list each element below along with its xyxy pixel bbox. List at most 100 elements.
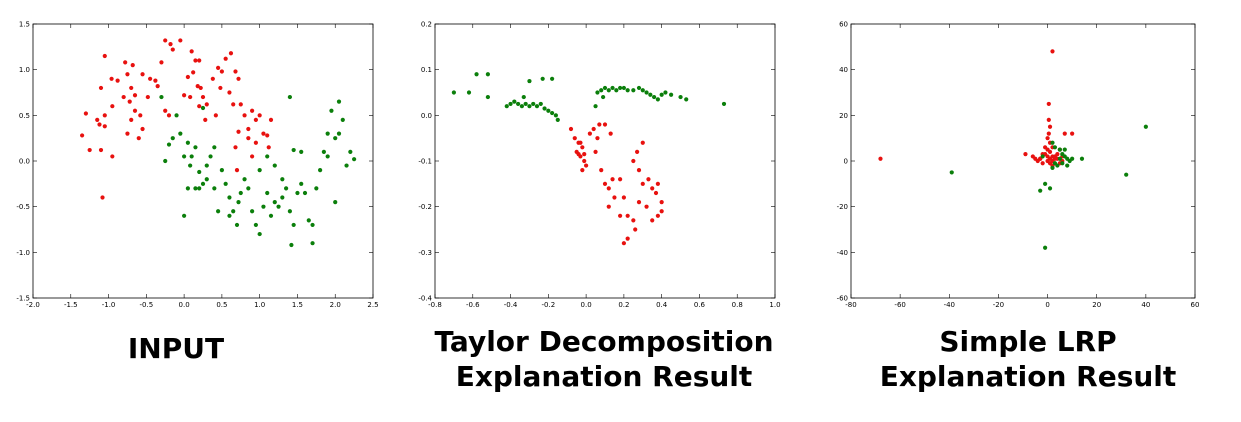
scatter-point — [289, 242, 294, 248]
scatter-point — [236, 200, 241, 205]
scatter-point — [625, 213, 630, 218]
scatter-point — [280, 177, 285, 182]
scatter-point — [310, 241, 315, 246]
scatter-point — [1057, 147, 1062, 152]
scatter-point — [242, 113, 247, 118]
scatter-point — [659, 200, 664, 205]
scatter-point — [200, 181, 206, 186]
scatter-point — [174, 113, 179, 118]
y-tick-label: 0.0 — [19, 158, 30, 166]
scatter-point — [538, 101, 543, 107]
scatter-point — [1047, 186, 1053, 191]
scatter-point — [625, 236, 630, 241]
lrp-caption-line-1: Simple LRP — [939, 325, 1117, 358]
scatter-point — [1043, 181, 1048, 186]
scatter-point — [519, 104, 524, 109]
scatter-point — [550, 76, 555, 81]
scatter-point — [1046, 117, 1051, 122]
x-tick-label: 0.0 — [179, 301, 190, 309]
scatter-point — [268, 117, 274, 122]
scatter-point — [266, 145, 271, 150]
scatter-point — [636, 168, 642, 173]
x-tick-label: -0.2 — [541, 301, 555, 309]
scatter-point — [314, 186, 319, 191]
scatter-point — [618, 85, 623, 91]
scatter-point — [198, 85, 203, 91]
scatter-point — [238, 190, 243, 196]
scatter-point — [204, 102, 209, 107]
x-tick-label: 0.8 — [732, 301, 743, 309]
scatter-point — [98, 85, 104, 91]
scatter-point — [115, 78, 120, 83]
x-tick-label: -1.0 — [102, 301, 116, 309]
scatter-point — [504, 104, 509, 109]
scatter-point — [287, 209, 292, 214]
scatter-point — [321, 149, 326, 154]
scatter-point — [87, 147, 92, 153]
scatter-point — [625, 88, 630, 93]
scatter-point — [606, 88, 611, 93]
scatter-point — [110, 154, 115, 159]
scatter-point — [1052, 161, 1058, 166]
scatter-point — [246, 126, 251, 132]
scatter-point — [568, 126, 574, 132]
scatter-point — [540, 76, 545, 81]
scatter-point — [659, 209, 664, 214]
x-tick-label: 0.4 — [656, 301, 668, 309]
scatter-point — [234, 168, 240, 173]
scatter-point — [125, 131, 130, 136]
scatter-point — [527, 104, 532, 109]
x-tick-label: -2.0 — [26, 301, 40, 309]
scatter-point — [325, 154, 330, 159]
scatter-point — [606, 204, 611, 209]
scatter-point — [250, 209, 255, 214]
y-tick-label: -60 — [837, 295, 848, 303]
scatter-point — [531, 101, 536, 107]
x-tick-label: -0.5 — [139, 301, 153, 309]
scatter-point — [1050, 140, 1055, 145]
scatter-point — [253, 140, 258, 145]
scatter-point — [185, 186, 190, 191]
scatter-point — [132, 93, 138, 98]
scatter-point — [1052, 145, 1058, 150]
scatter-point — [527, 78, 532, 84]
scatter-point — [1062, 147, 1067, 152]
scatter-point — [584, 163, 589, 168]
scatter-point — [253, 222, 258, 228]
scatter-point — [1060, 161, 1065, 166]
x-tick-label: 2.0 — [330, 301, 341, 309]
scatter-point — [635, 149, 640, 154]
scatter-point — [236, 76, 241, 81]
scatter-point — [578, 140, 583, 145]
scatter-point — [602, 181, 608, 186]
scatter-point — [631, 218, 636, 223]
scatter-point — [1047, 124, 1053, 129]
scatter-point — [191, 70, 196, 75]
scatter-point — [265, 154, 270, 159]
scatter-point — [1046, 101, 1051, 107]
scatter-point — [178, 131, 183, 136]
scatter-point — [1047, 149, 1053, 154]
scatter-point — [678, 94, 683, 100]
plot-frame — [434, 23, 776, 299]
scatter-point — [636, 200, 642, 205]
scatter-point — [512, 99, 517, 104]
scatter-point — [614, 88, 619, 93]
y-tick-label: -0.1 — [418, 158, 432, 166]
scatter-point — [599, 168, 604, 173]
scatter-point — [197, 104, 202, 109]
scatter-point — [310, 222, 315, 228]
scatter-point — [231, 209, 236, 214]
scatter-point — [219, 69, 224, 74]
scatter-point — [1050, 49, 1055, 54]
scatter-point — [633, 227, 638, 232]
y-tick-label: -0.4 — [418, 295, 432, 303]
scatter-point — [595, 136, 600, 141]
scatter-point — [188, 94, 193, 100]
scatter-point — [83, 111, 88, 116]
x-tick-label: 1.0 — [254, 301, 265, 309]
scatter-point — [153, 78, 158, 83]
taylor-caption: Taylor Decomposition Explanation Result — [424, 324, 784, 394]
